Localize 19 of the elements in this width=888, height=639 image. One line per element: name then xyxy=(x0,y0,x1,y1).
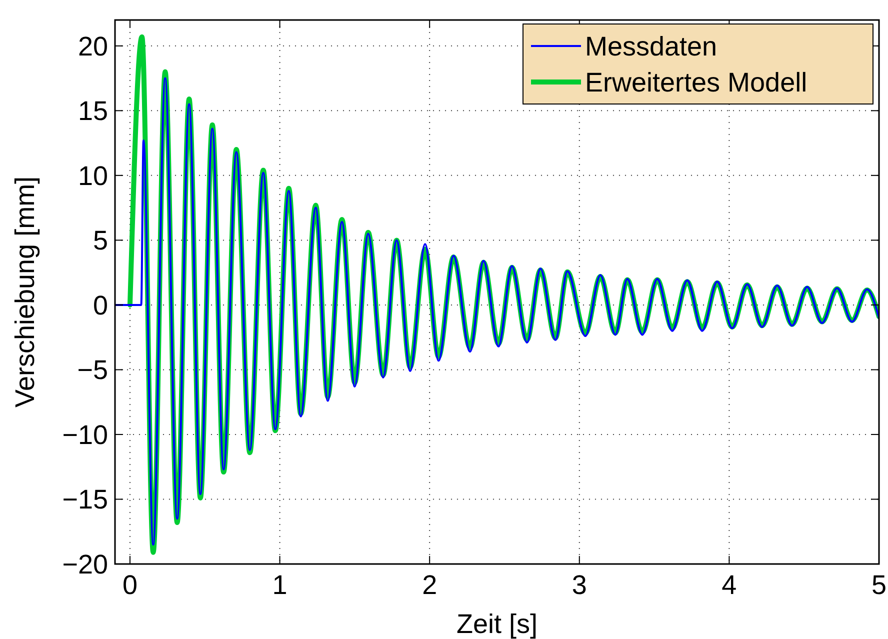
y-tick-label: −20 xyxy=(62,549,108,580)
legend-label: Messdaten xyxy=(585,31,718,62)
y-tick-label: 0 xyxy=(92,290,108,320)
y-tick-label: 5 xyxy=(92,226,108,256)
x-tick-label: 5 xyxy=(871,570,887,600)
x-tick-label: 3 xyxy=(572,570,587,600)
y-tick-label: −10 xyxy=(62,420,108,450)
y-tick-label: −15 xyxy=(62,484,108,515)
y-tick-label: −5 xyxy=(77,355,108,386)
y-tick-label: 20 xyxy=(78,31,108,62)
x-tick-label: 2 xyxy=(422,570,438,600)
y-tick-label: 10 xyxy=(78,160,108,191)
x-axis-title: Zeit [s] xyxy=(456,609,538,639)
y-tick-label: 15 xyxy=(78,96,108,126)
x-tick-label: 0 xyxy=(122,570,138,600)
legend-label: Erweitertes Modell xyxy=(585,67,808,98)
x-tick-label: 4 xyxy=(722,570,737,600)
y-axis-title: Verschiebung [mm] xyxy=(10,176,40,408)
x-tick-label: 1 xyxy=(272,570,288,600)
